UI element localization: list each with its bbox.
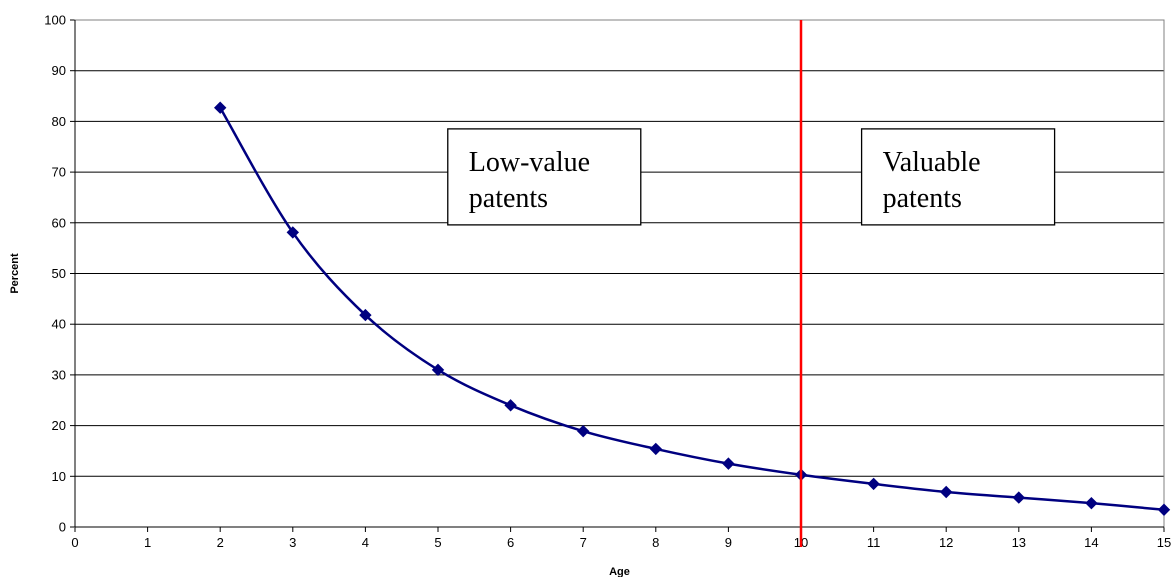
x-tick-label: 8 [652, 535, 659, 550]
data-point-marker [576, 424, 590, 438]
y-tick-label: 50 [52, 266, 66, 281]
x-tick-label: 5 [434, 535, 441, 550]
annotation-text-line: patents [883, 183, 962, 214]
data-point-marker [431, 363, 445, 377]
y-tick-label: 20 [52, 418, 66, 433]
y-tick-label: 40 [52, 317, 66, 332]
y-axis-title: Percent [9, 253, 21, 294]
data-point-marker [722, 457, 735, 470]
data-point-marker [867, 477, 880, 491]
x-tick-label: 0 [71, 535, 78, 550]
y-tick-label: 10 [52, 469, 66, 484]
x-tick-label: 4 [362, 535, 369, 550]
x-tick-label: 7 [580, 535, 587, 550]
x-tick-label: 14 [1084, 535, 1098, 550]
annotation-text-line: patents [469, 183, 548, 214]
data-point-marker [286, 226, 300, 239]
data-point-marker [939, 485, 953, 499]
x-tick-labels: 0123456789101112131415 [71, 535, 1171, 550]
y-tick-labels: 0 10 20 30 40 50 60 70 80 90 100 [44, 13, 66, 535]
series-layer [213, 101, 1171, 516]
y-tick-label: 60 [52, 215, 66, 230]
x-tick-label: 12 [939, 535, 953, 550]
x-tick-label: 9 [725, 535, 732, 550]
x-tick-label: 6 [507, 535, 514, 550]
y-tick-label: 0 [59, 520, 66, 535]
y-tick-label: 100 [44, 13, 66, 28]
y-tick-label: 30 [52, 367, 66, 382]
annotation-text-line: Low-value [469, 147, 590, 178]
annotation-box [860, 128, 1056, 226]
data-point-marker [1157, 503, 1171, 516]
data-point-marker [649, 442, 663, 456]
data-point-marker [213, 101, 227, 114]
x-tick-label: 3 [289, 535, 296, 550]
x-tick-label: 1 [144, 535, 151, 550]
annotation-text-line: Valuable [883, 147, 981, 178]
annotation-box [447, 128, 642, 226]
data-point-marker [1085, 496, 1098, 510]
x-tick-label: 15 [1157, 535, 1171, 550]
data-point-marker [359, 308, 372, 322]
x-tick-label: 11 [867, 535, 881, 550]
annotation-layer: Low-value patents Valuable patents [447, 128, 1056, 226]
x-axis-title: Age [609, 566, 630, 577]
y-tick-label: 70 [52, 165, 66, 180]
gridlines [70, 19, 1165, 532]
plot-area-frame [74, 19, 1165, 528]
x-tick-label: 13 [1012, 535, 1026, 550]
x-tick-label: 2 [217, 535, 224, 550]
y-tick-label: 80 [52, 114, 66, 129]
y-tick-label: 90 [52, 63, 66, 78]
data-point-marker [1012, 491, 1026, 504]
data-point-marker [504, 399, 517, 412]
